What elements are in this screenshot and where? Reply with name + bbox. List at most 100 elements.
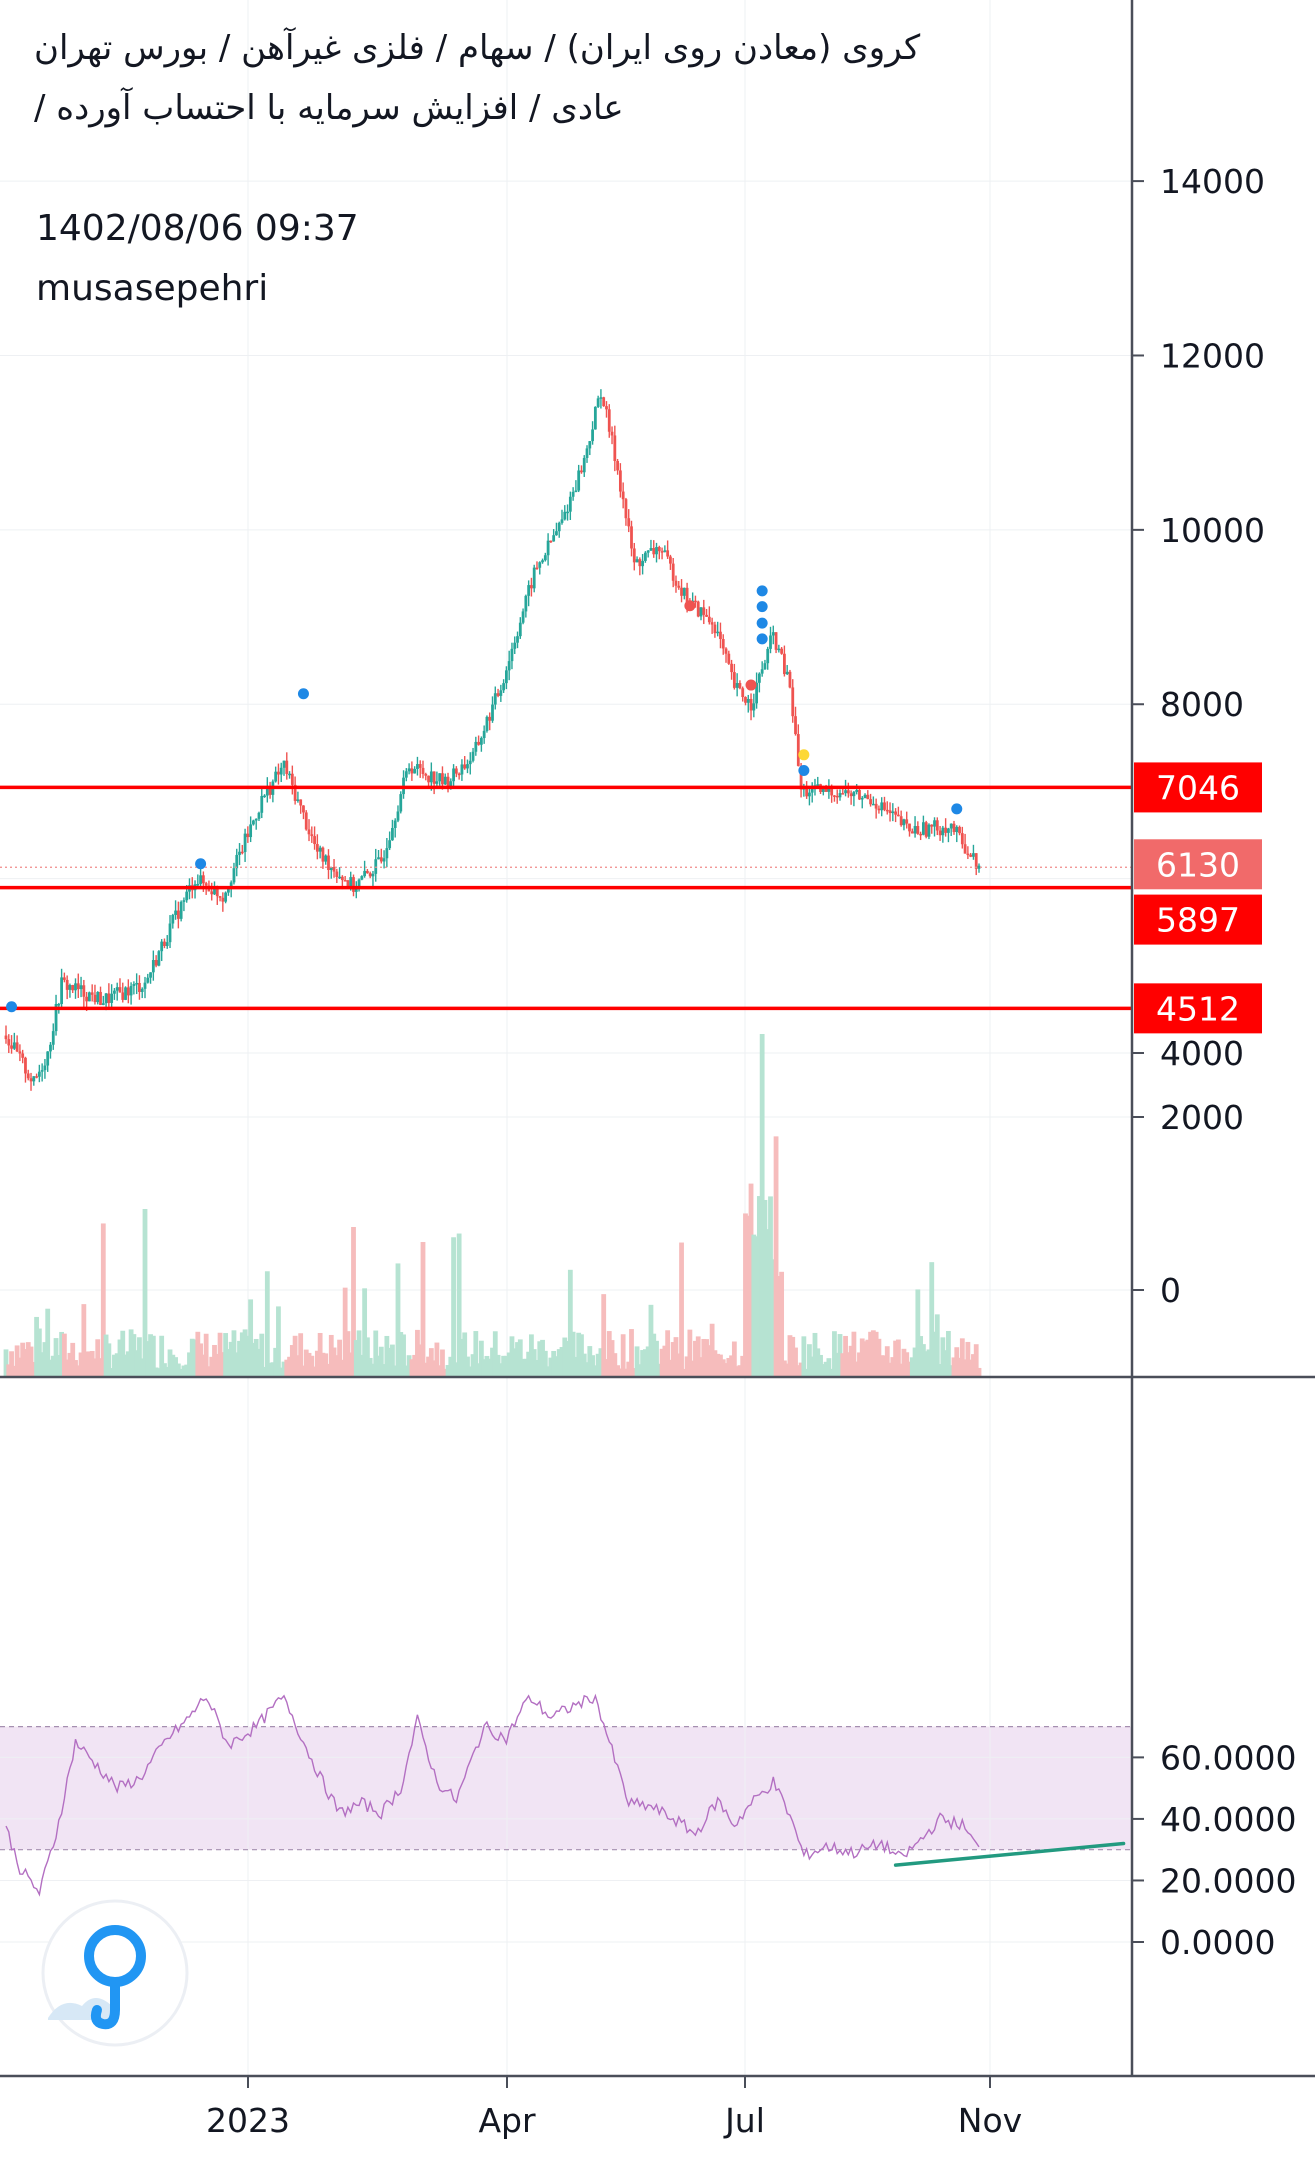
candle-body [279, 767, 283, 775]
time-tick-label: Nov [958, 2101, 1022, 2140]
candle-body [955, 826, 959, 833]
rsi-tick-label: 20.0000 [1160, 1861, 1296, 1900]
candle-body [935, 820, 939, 831]
candle-body [632, 548, 636, 563]
signal-marker-blue [297, 688, 309, 700]
volume-bar [745, 1215, 751, 1377]
candle-body [933, 820, 936, 827]
volume-bar [245, 1335, 251, 1377]
candle-body [399, 794, 403, 812]
volume-bar [370, 1363, 376, 1377]
volume-bar [6, 1364, 12, 1377]
volume-bar [723, 1363, 729, 1377]
volume-bar [89, 1350, 95, 1377]
volume-bar [857, 1352, 862, 1377]
volume-bar [484, 1355, 490, 1377]
candle-body [874, 803, 878, 809]
volume-bar [904, 1352, 910, 1377]
volume-bar [137, 1337, 142, 1377]
candle-body [771, 632, 775, 636]
volume-bar [220, 1352, 226, 1377]
volume-bar [687, 1329, 693, 1377]
candle-body [307, 829, 311, 835]
candle-body [107, 993, 111, 1003]
volume-bar [184, 1364, 190, 1377]
volume-bar [504, 1355, 509, 1377]
volume-bar [765, 1229, 771, 1377]
volume-bar [403, 1365, 409, 1377]
volume-bar [353, 1340, 359, 1377]
candle-body [752, 703, 756, 711]
candle-body [571, 491, 575, 497]
candle-body [582, 457, 586, 473]
candle-body [54, 1004, 58, 1032]
volume-bar [523, 1358, 529, 1377]
candle-body [416, 764, 419, 769]
volume-tick-label: 2000 [1160, 1098, 1244, 1137]
volume-bar [339, 1359, 345, 1377]
volume-bar [84, 1351, 90, 1377]
volume-bar [200, 1354, 206, 1377]
candle-body [763, 663, 767, 670]
candle-body [816, 784, 820, 786]
volume-bar [818, 1354, 823, 1377]
volume-bar [195, 1331, 201, 1377]
volume-bar [921, 1344, 926, 1377]
candle-body [7, 1039, 11, 1046]
volume-bar [34, 1316, 39, 1377]
candle-body [557, 522, 561, 532]
volume-bar [512, 1348, 518, 1377]
candle-body [51, 1031, 55, 1045]
volume-bar [70, 1342, 76, 1377]
volume-bar [804, 1368, 810, 1377]
volume-bar [701, 1338, 707, 1377]
volume-bar [334, 1355, 340, 1377]
volume-bar [456, 1233, 462, 1377]
volume-bar [651, 1333, 657, 1377]
tradingview-logo-icon[interactable] [40, 1898, 190, 2048]
volume-bar [417, 1344, 423, 1377]
volume-bar [798, 1362, 804, 1377]
candle-body [518, 622, 522, 637]
candle-body [157, 951, 161, 966]
candle-body [335, 871, 339, 877]
volume-bar [934, 1314, 940, 1377]
axis-label-5897: 5897 [1156, 901, 1240, 940]
candle-body [232, 868, 236, 883]
candle-body [196, 883, 200, 886]
volume-bar [148, 1334, 153, 1377]
volume-bar [248, 1299, 254, 1377]
volume-bar [423, 1362, 429, 1377]
volume-bar [409, 1359, 415, 1377]
volume-bar [912, 1347, 918, 1377]
candle-body [332, 867, 336, 872]
candle-body [513, 642, 517, 649]
candle-body [363, 870, 367, 877]
candle-body [566, 511, 569, 514]
volume-bar [17, 1357, 23, 1377]
volume-bar [426, 1356, 431, 1377]
candle-body [574, 490, 578, 493]
volume-bar [292, 1335, 298, 1377]
volume-bar [462, 1332, 468, 1377]
candle-body [546, 540, 550, 556]
volume-bar [490, 1347, 495, 1377]
volume-bar [832, 1331, 837, 1377]
volume-bar [362, 1288, 368, 1377]
candle-body [149, 972, 152, 978]
candle-body [424, 773, 428, 776]
candle-body [466, 764, 469, 769]
volume-bar [92, 1358, 98, 1377]
candle-body [160, 941, 164, 952]
volume-bar [303, 1349, 309, 1377]
candle-body [176, 910, 180, 919]
volume-bar [356, 1330, 362, 1377]
volume-bar [412, 1354, 418, 1377]
candle-body [324, 855, 328, 862]
volume-bar [801, 1336, 807, 1377]
volume-bar [648, 1304, 654, 1377]
volume-bar [923, 1351, 929, 1377]
volume-bar [795, 1365, 801, 1377]
